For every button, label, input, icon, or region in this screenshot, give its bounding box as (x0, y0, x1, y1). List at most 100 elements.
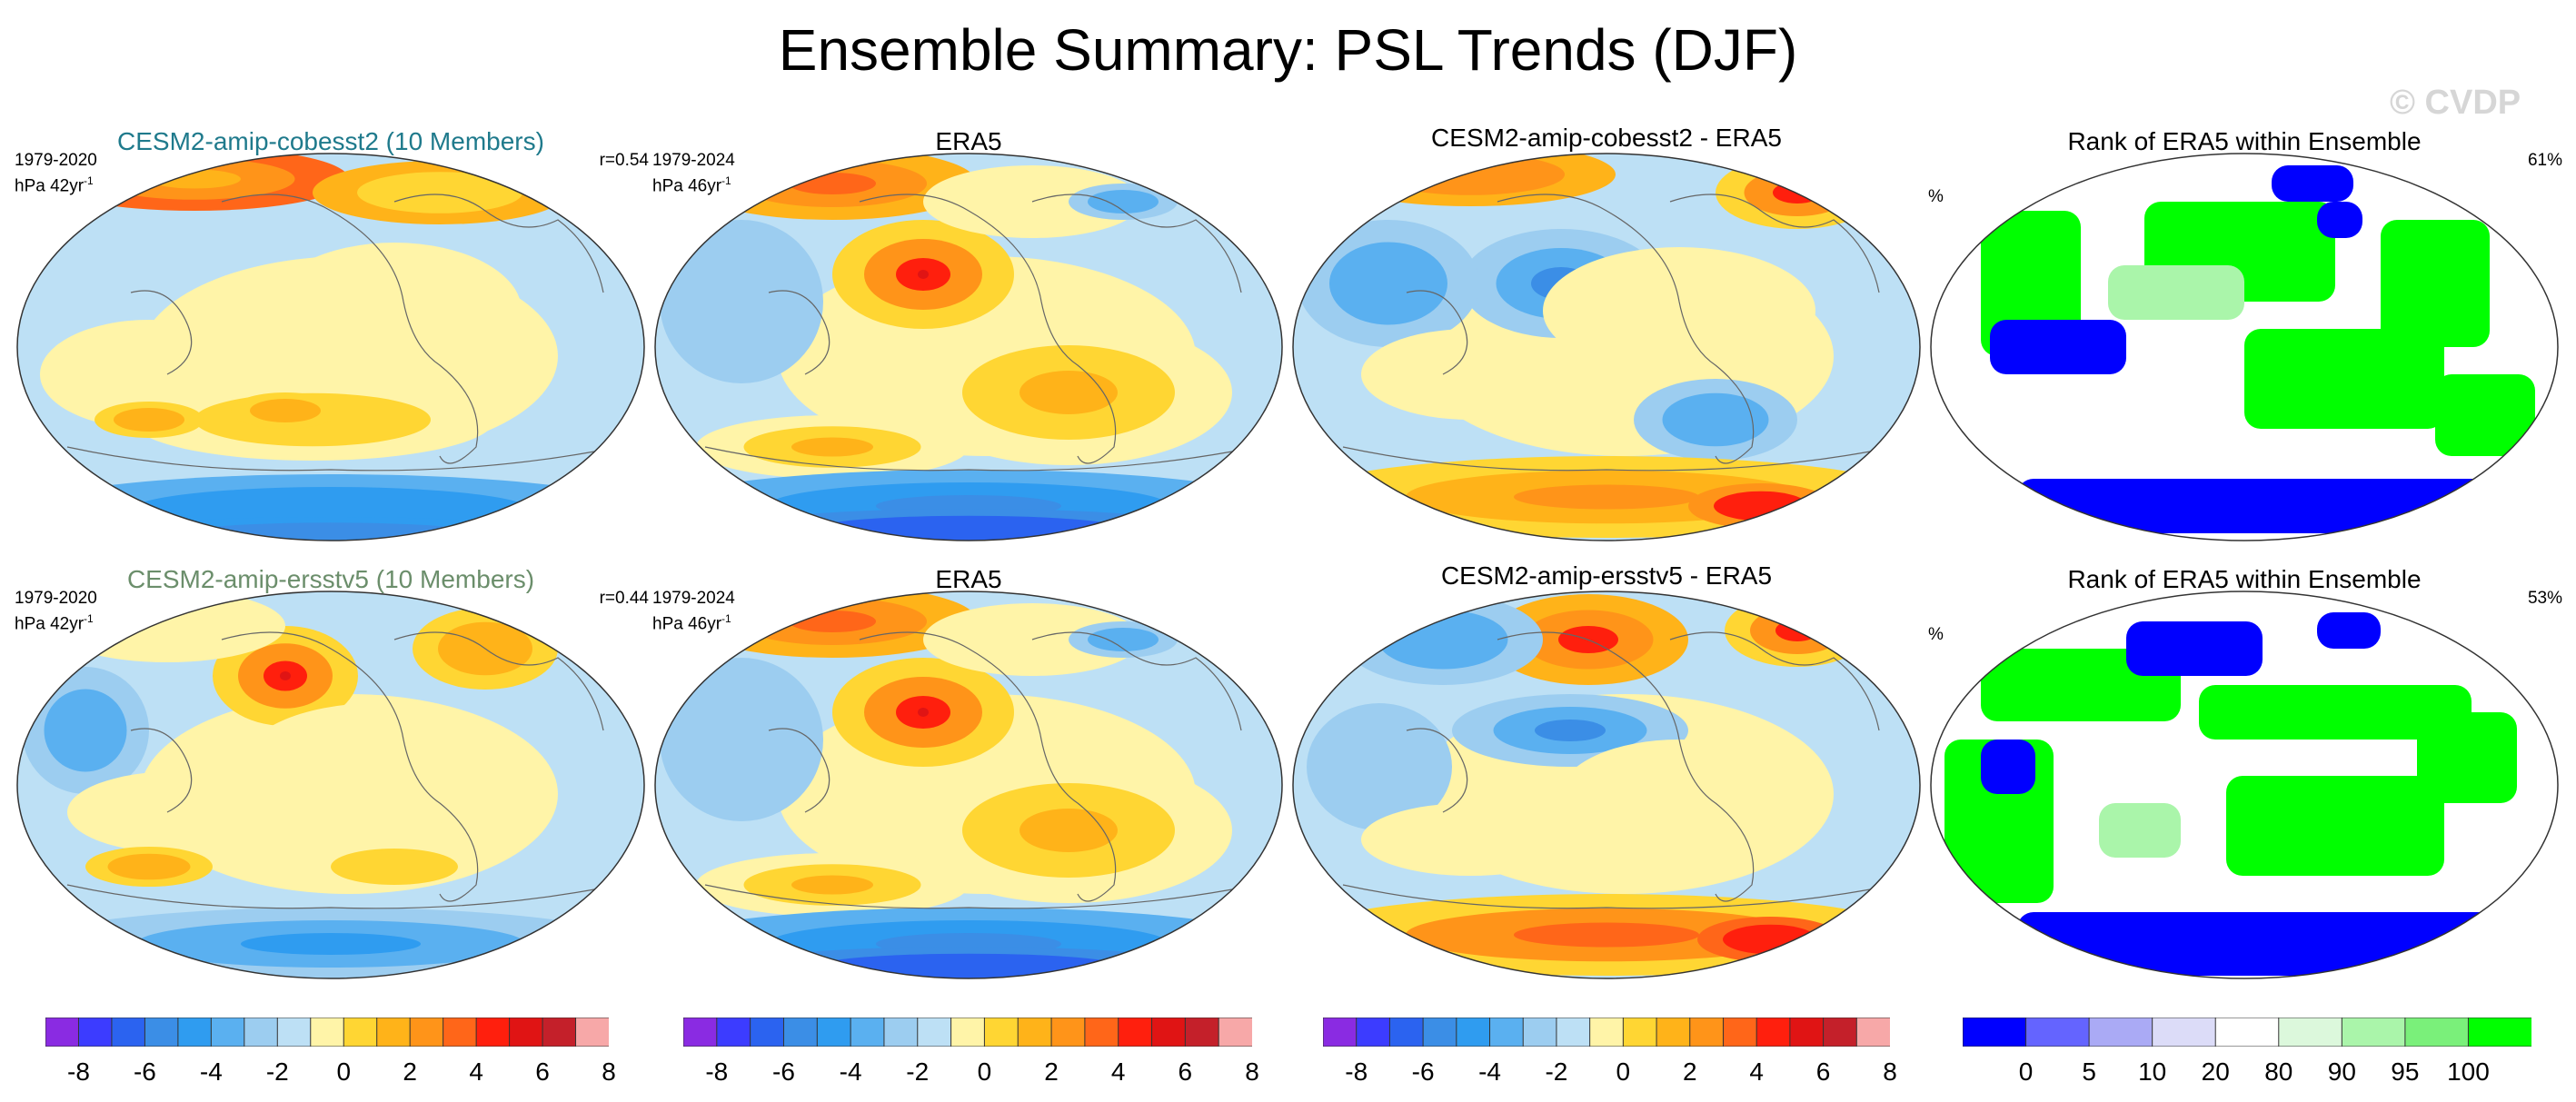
colorbar-swatch (376, 1017, 412, 1047)
trend-colorbar-1: -8 -6 -4 -2 0 2 4 6 8 (45, 1017, 616, 1086)
colorbar-tick-label: -4 (839, 1057, 862, 1086)
colorbar-swatch (276, 1017, 312, 1047)
colorbar-swatch (111, 1017, 146, 1047)
trend-map (16, 153, 645, 541)
colorbar-swatch (816, 1017, 852, 1047)
colorbar-tick-label: 2 (1682, 1057, 1697, 1086)
panel-period-units: 1979-2020 hPa 42yr-1 (15, 589, 97, 634)
colorbar-tick-label: 2 (1044, 1057, 1059, 1086)
colorbar-tick-label: 20 (2201, 1057, 2230, 1086)
colorbar-swatch (1622, 1017, 1658, 1047)
colorbar-swatch (750, 1017, 785, 1047)
period-label: 1979-2020 (15, 589, 97, 608)
rank-map (1930, 591, 2559, 979)
colorbar-tick-label: -8 (705, 1057, 729, 1086)
panel-title: Rank of ERA5 within Ensemble (2067, 565, 2422, 593)
units-exponent: -1 (721, 174, 731, 187)
trend-map (1292, 591, 1921, 979)
colorbar-tick-label: -8 (1345, 1057, 1368, 1086)
colorbar-swatch (1118, 1017, 1153, 1047)
colorbar-tick-label: -2 (1545, 1057, 1568, 1086)
colorbar-swatch (1084, 1017, 1119, 1047)
colorbar-swatch (210, 1017, 245, 1047)
panel-rank-row1: Rank of ERA5 within Ensemble % 61% (1926, 127, 2562, 581)
colorbar-swatch (2088, 1017, 2153, 1047)
cvdp-watermark: © CVDP (2390, 84, 2521, 122)
colorbar-tick-label: -4 (1478, 1057, 1501, 1086)
panel-period-units: 1979-2024 hPa 46yr-1 (652, 589, 735, 634)
colorbar-tick-label: 8 (602, 1057, 616, 1086)
colorbar-tick-label: 4 (469, 1057, 483, 1086)
colorbar-swatch (144, 1017, 179, 1047)
colorbar-swatch (1689, 1017, 1725, 1047)
units-label: hPa 46yr (652, 614, 722, 634)
units-label: hPa 46yr (652, 176, 722, 196)
units-label: hPa 42yr (15, 176, 85, 196)
panel-title: CESM2-amip-ersstv5 (10 Members) (126, 565, 535, 593)
trend-map (16, 591, 645, 979)
trend-map (654, 591, 1283, 979)
colorbar-swatch (2341, 1017, 2406, 1047)
panel-diff-cobesst2: CESM2-amip-cobesst2 - ERA5 (1288, 124, 1925, 581)
colorbar-swatch (1522, 1017, 1557, 1047)
colorbar-swatch (244, 1017, 279, 1047)
colorbar-swatch (950, 1017, 986, 1047)
pattern-correlation: r=0.44 (599, 589, 649, 608)
colorbar-tick-label: 2 (403, 1057, 417, 1086)
panel-diff-ersstv5: CESM2-amip-ersstv5 - ERA5 (1288, 561, 1925, 1019)
colorbar-tick-label: 80 (2264, 1057, 2293, 1086)
colorbar-tick-label: 8 (1245, 1057, 1259, 1086)
colorbar-tick-label: 6 (1815, 1057, 1831, 1086)
colorbar-tick-label: 10 (2138, 1057, 2167, 1086)
colorbar-swatches (1322, 1017, 1892, 1047)
colorbar-swatch (2025, 1017, 2091, 1047)
period-label: 1979-2024 (652, 151, 735, 170)
colorbar-tick-label: 8 (1883, 1057, 1897, 1086)
colorbar-tick-label: 6 (535, 1057, 550, 1086)
colorbar-swatches (682, 1017, 1253, 1047)
rank-colorbar: 0 5 10 20 80 90 95 100 (1962, 1017, 2533, 1086)
pattern-correlation: r=0.54 (599, 151, 649, 170)
colorbar-tick-label: -6 (772, 1057, 795, 1086)
colorbar-swatch (1823, 1017, 1858, 1047)
colorbar-swatches (45, 1017, 611, 1047)
colorbar-swatch (1218, 1017, 1253, 1047)
colorbar-swatch (1356, 1017, 1391, 1047)
colorbar-swatch (542, 1017, 577, 1047)
rank-map (1930, 153, 2559, 541)
period-label: 1979-2024 (652, 589, 735, 608)
colorbar-swatch (1017, 1017, 1053, 1047)
panel-title: CESM2-amip-cobesst2 - ERA5 (1431, 124, 1782, 152)
colorbar-swatch (2278, 1017, 2343, 1047)
colorbar-tick-label: -6 (133, 1057, 156, 1086)
rank-percent: 53% (2527, 589, 2562, 608)
percent-label: % (1928, 187, 1944, 206)
colorbar-tick-label: -2 (906, 1057, 930, 1086)
colorbar-swatch (2404, 1017, 2470, 1047)
colorbar-swatch (1388, 1017, 1425, 1047)
colorbar-swatch (1855, 1017, 1892, 1047)
colorbar-swatch (177, 1017, 213, 1047)
colorbar-swatch (2214, 1017, 2280, 1047)
period-label: 1979-2020 (15, 151, 97, 170)
colorbar-swatch (1489, 1017, 1525, 1047)
panel-rank-row2: Rank of ERA5 within Ensemble % 53% (1926, 565, 2562, 1019)
panel-era5-row1: ERA5 1979-2024 hPa 46yr-1 (651, 127, 1287, 581)
colorbar-swatch (575, 1017, 611, 1047)
panel-title: Rank of ERA5 within Ensemble (2067, 127, 2422, 155)
panel-period-units: 1979-2020 hPa 42yr-1 (15, 151, 97, 196)
colorbar-tick-label: 0 (2018, 1057, 2034, 1086)
colorbar-swatch (1422, 1017, 1457, 1047)
trend-colorbar-3: -8 -6 -4 -2 0 2 4 6 8 (1322, 1017, 1897, 1086)
percent-label: % (1928, 625, 1944, 644)
colorbar-swatch (1050, 1017, 1086, 1047)
colorbar-swatch (1789, 1017, 1825, 1047)
colorbar-tick-label: -6 (1411, 1057, 1435, 1086)
colorbar-tick-label: 100 (2447, 1057, 2490, 1086)
units-exponent: -1 (721, 612, 731, 625)
colorbar-swatch (716, 1017, 751, 1047)
colorbar-swatch (1456, 1017, 1491, 1047)
colorbar-swatch (1151, 1017, 1187, 1047)
trend-colorbar-2: -8 -6 -4 -2 0 2 4 6 8 (682, 1017, 1259, 1086)
panel-title: ERA5 (935, 565, 1002, 593)
